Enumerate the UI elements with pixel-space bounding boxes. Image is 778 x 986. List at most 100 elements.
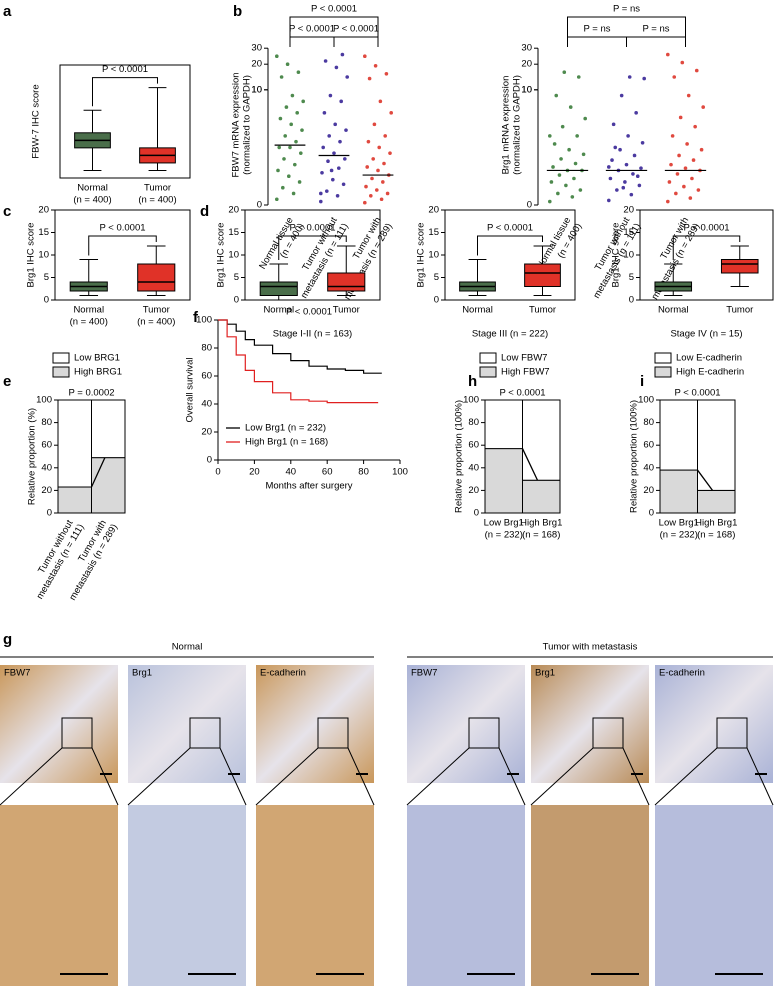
survival-curve [218,319,382,374]
point [623,180,627,184]
point [275,197,279,202]
x-tick-label: Low Brg1 [484,518,524,529]
box [259,281,298,296]
point [382,161,386,166]
point [335,193,340,198]
point [296,70,301,74]
image-label: E-cadherin [260,668,306,679]
legend-swatch [654,352,672,364]
point [629,192,634,197]
point [295,111,300,115]
y-tick-label: 15 [228,227,239,238]
legend-label: Low FBW7 [501,353,547,364]
point [379,197,384,202]
x-tick-label: 20 [249,467,260,478]
point [635,174,640,178]
y-tick-label: 10 [428,250,439,261]
point [691,158,696,162]
point [674,191,678,196]
y-tick-label: 5 [234,272,239,283]
point [607,198,611,203]
point [294,139,298,144]
point [291,191,296,196]
y-tick-label: 60 [41,440,52,451]
point [677,153,681,158]
y-tick-label: 20 [623,205,634,216]
legend-swatch [479,366,497,378]
legend-label: High FBW7 [501,367,550,378]
zoom-guide [406,747,470,806]
x-tick-label: 100 [392,467,408,478]
y-tick-label: 100 [463,395,479,406]
y-tick-label: 30 [251,43,262,54]
image-label: E-cadherin [659,668,705,679]
legend-swatch [52,352,70,364]
p-value: P = 0.0002 [68,388,114,399]
y-axis-title: Brg1 mRNA expression [501,76,512,175]
point [562,70,567,74]
zoom-box [716,717,748,749]
bar-segment [91,457,126,514]
y-axis-title: (normalized to GAPDH) [512,75,523,175]
y-tick-label: 10 [521,84,532,95]
point [615,188,619,192]
point [363,200,367,205]
x-tick-note: (n = 232) [660,530,698,541]
y-tick-label: 60 [643,440,654,451]
panel-letter: i [640,373,644,390]
y-tick-label: 10 [251,84,262,95]
y-axis-title: (normalized to GAPDH) [242,75,253,175]
bracket [567,16,686,43]
y-axis-title: Relative proportion (100%) [454,400,465,513]
point [634,111,638,115]
point [320,170,324,175]
y-tick-label: 0 [207,455,212,466]
p-value: P = ns [613,4,640,15]
y-tick-label: 0 [257,200,262,211]
point [329,168,334,173]
point [363,54,367,58]
y-axis-title: Brg1 IHC score [611,223,622,288]
point [319,199,323,204]
y-tick-label: 0 [474,508,479,519]
zoom-guide [219,747,247,806]
zoom-guide [0,747,63,806]
point [610,158,614,162]
point [608,176,613,181]
x-axis-title: Stage III (n = 222) [472,329,548,340]
point [322,111,327,115]
y-tick-label: 20 [521,59,532,70]
p-value: P < 0.0001 [286,307,332,318]
x-tick-label: Normal [77,183,108,194]
point [275,54,279,58]
point [578,188,583,192]
x-tick-label: 60 [322,467,333,478]
panel-letter: d [200,203,209,220]
point [339,99,344,104]
micrograph [0,665,118,783]
x-axis-title: Stage I-II (n = 163) [273,329,352,340]
bar-segment [522,479,561,514]
micrograph-zoom [256,805,374,986]
y-tick-label: 0 [434,295,439,306]
image-label: FBW7 [411,668,437,679]
micrograph [407,665,525,783]
p-value: P < 0.0001 [289,24,335,35]
x-tick-note: (n = 400) [73,195,111,206]
zoom-guide [654,747,718,806]
zoom-guide [347,747,375,806]
y-tick-label: 0 [629,295,634,306]
y-tick-label: 0 [47,508,52,519]
y-axis-title: Relative proportion (%) [27,408,38,505]
point [548,134,552,138]
y-tick-label: 15 [38,227,49,238]
point [282,157,286,161]
x-tick-label: Tumor [144,183,171,194]
point [367,76,372,81]
x-tick-label: 80 [358,467,369,478]
point [686,93,691,98]
x-tick-label: Normal [263,305,294,316]
point [376,168,380,173]
y-tick-label: 60 [468,440,479,451]
